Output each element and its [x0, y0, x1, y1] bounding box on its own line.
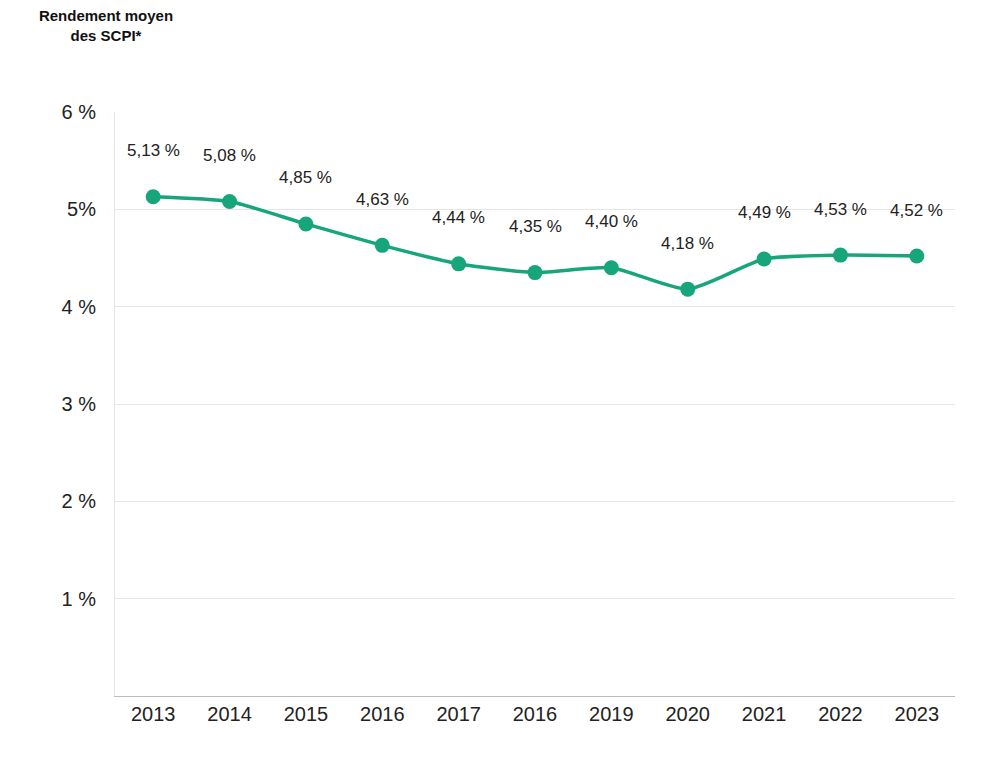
- svg-text:4,18 %: 4,18 %: [661, 234, 714, 253]
- svg-text:4,44 %: 4,44 %: [432, 208, 485, 227]
- svg-text:2020: 2020: [665, 703, 710, 725]
- svg-text:4,53 %: 4,53 %: [814, 200, 867, 219]
- svg-text:2023: 2023: [895, 703, 940, 725]
- svg-text:2016: 2016: [513, 703, 558, 725]
- svg-text:2019: 2019: [589, 703, 634, 725]
- svg-text:4 %: 4 %: [62, 296, 97, 318]
- svg-text:4,85 %: 4,85 %: [279, 168, 332, 187]
- svg-text:5,08 %: 5,08 %: [203, 146, 256, 165]
- svg-text:2015: 2015: [284, 703, 329, 725]
- svg-text:2013: 2013: [131, 703, 176, 725]
- svg-text:4,40 %: 4,40 %: [585, 212, 638, 231]
- svg-text:3 %: 3 %: [62, 393, 97, 415]
- svg-text:Rendement moyendes SCPI*: Rendement moyendes SCPI*: [39, 7, 173, 44]
- svg-text:2 %: 2 %: [62, 490, 97, 512]
- svg-text:5%: 5%: [67, 198, 96, 220]
- svg-text:4,35 %: 4,35 %: [509, 217, 562, 236]
- svg-text:4,63 %: 4,63 %: [356, 190, 409, 209]
- svg-text:1 %: 1 %: [62, 588, 97, 610]
- svg-text:2016: 2016: [360, 703, 405, 725]
- svg-text:2022: 2022: [818, 703, 863, 725]
- svg-text:4,52 %: 4,52 %: [890, 201, 943, 220]
- svg-text:2021: 2021: [742, 703, 787, 725]
- svg-text:6 %: 6 %: [62, 101, 97, 123]
- svg-text:2017: 2017: [436, 703, 481, 725]
- svg-text:5,13 %: 5,13 %: [127, 141, 180, 160]
- svg-text:4,49 %: 4,49 %: [738, 203, 791, 222]
- svg-text:2014: 2014: [207, 703, 252, 725]
